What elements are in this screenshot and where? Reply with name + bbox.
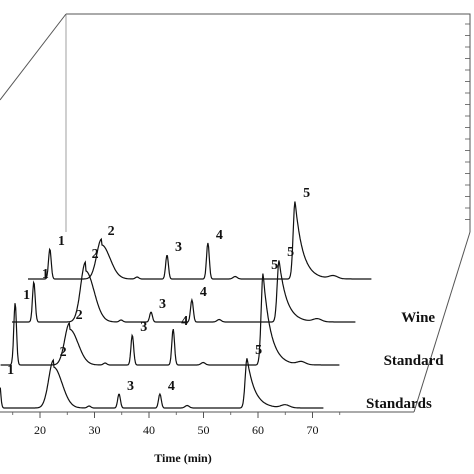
trace-label: Standard	[384, 353, 445, 369]
x-tick-label: 50	[198, 423, 210, 437]
x-axis: 20 30 40 50 60 70	[12, 412, 341, 437]
trace-line	[0, 273, 340, 366]
peak-label: 2	[92, 247, 99, 262]
peak-label: 1	[58, 234, 65, 249]
peak-label: 4	[168, 379, 175, 394]
peak-label: 2	[60, 345, 67, 360]
trace-label: Standards	[366, 396, 432, 412]
peak-label: 4	[181, 314, 188, 329]
peak-label: 5	[271, 258, 278, 273]
peak-label: 5	[287, 245, 294, 260]
chromatogram-traces	[0, 201, 372, 409]
peak-label: 4	[216, 228, 223, 243]
chart-frame	[0, 13, 471, 413]
peak-label: 2	[108, 224, 115, 239]
peak-label: 1	[7, 363, 14, 378]
trace-line	[12, 260, 356, 323]
back-panel-edge	[66, 13, 471, 232]
peak-label: 4	[200, 285, 207, 300]
x-axis-title: Time (min)	[154, 451, 211, 465]
trace-line	[28, 201, 372, 280]
peak-label: 1	[23, 288, 30, 303]
peak-label: 3	[140, 320, 147, 335]
trace-line	[0, 358, 324, 409]
peak-label: 3	[159, 297, 166, 312]
floor-right-edge	[413, 231, 471, 413]
peak-label: 3	[175, 240, 182, 255]
trace-label: Wine	[401, 310, 435, 326]
x-tick-label: 40	[143, 423, 155, 437]
x-tick-label: 70	[307, 423, 319, 437]
peak-label: 1	[42, 267, 49, 282]
peak-label: 5	[303, 186, 310, 201]
peak-label: 5	[255, 343, 262, 358]
peak-label: 3	[127, 379, 134, 394]
x-tick-label: 60	[252, 423, 264, 437]
top-depth-edge	[0, 13, 67, 101]
x-tick-label: 20	[34, 423, 46, 437]
x-tick-label: 30	[89, 423, 101, 437]
peak-label: 2	[76, 308, 83, 323]
trace-labels: Standards Standard Wine	[366, 310, 444, 412]
